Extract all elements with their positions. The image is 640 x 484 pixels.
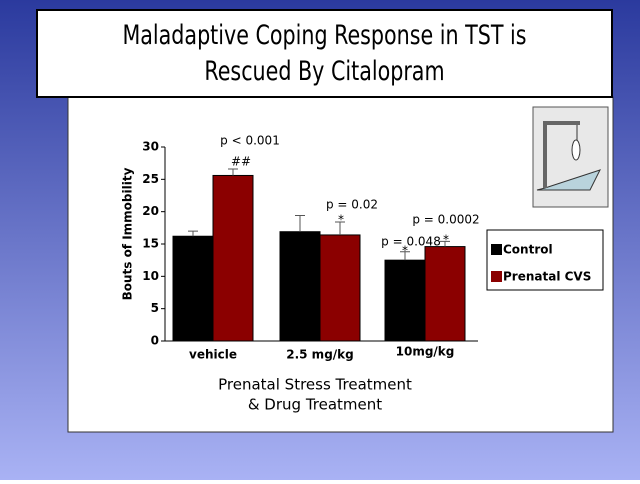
annotation: *	[443, 233, 449, 247]
x-axis-label: Prenatal Stress Treatment	[218, 376, 412, 394]
error-bar	[400, 251, 410, 261]
annotation: ##	[231, 155, 251, 169]
error-bar	[335, 221, 345, 235]
x-tick-label: 2.5 mg/kg	[286, 348, 353, 362]
error-bar	[440, 240, 450, 247]
error-bar	[228, 168, 238, 176]
title-holder: Maladaptive Coping Response in TST is Re…	[122, 19, 527, 87]
legend-label: Control	[503, 243, 553, 257]
annotation: *	[338, 213, 344, 227]
annotation: p = 0.02	[326, 198, 378, 212]
annotation: p = 0.0002	[412, 213, 479, 227]
legend-swatch	[491, 271, 502, 282]
bar	[279, 231, 321, 342]
x-tick-label: vehicle	[189, 348, 237, 362]
bar	[384, 259, 426, 342]
y-tick-label: 5	[151, 301, 159, 315]
icon-mouse	[571, 139, 581, 161]
x-axis-label: & Drug Treatment	[248, 396, 382, 414]
legend-label: Prenatal CVS	[503, 270, 591, 284]
legend-swatch	[491, 244, 502, 255]
icon-floor	[536, 169, 601, 191]
annotation: p < 0.001	[220, 134, 280, 148]
legend-box	[486, 229, 604, 291]
y-tick-label: 15	[142, 237, 159, 251]
y-tick-label: 25	[142, 172, 159, 186]
title-box	[36, 9, 613, 98]
annotation: p = 0.048	[381, 235, 441, 249]
y-tick-label: 30	[142, 140, 159, 154]
bar	[424, 246, 466, 342]
annotation: *	[402, 244, 408, 258]
bar	[172, 235, 214, 342]
x-tick-label: 10mg/kg	[396, 345, 455, 359]
error-bar	[188, 230, 198, 237]
y-tick-label: 0	[151, 334, 159, 348]
tst-icon	[532, 106, 609, 208]
bar	[319, 234, 361, 342]
y-axis-label: Bouts of Immobility	[121, 167, 135, 300]
error-bar	[295, 215, 305, 232]
y-tick-label: 10	[142, 269, 159, 283]
bar	[212, 174, 254, 342]
chart-title: Maladaptive Coping Response in TST is Re…	[122, 19, 527, 87]
y-tick-label: 20	[142, 204, 159, 218]
